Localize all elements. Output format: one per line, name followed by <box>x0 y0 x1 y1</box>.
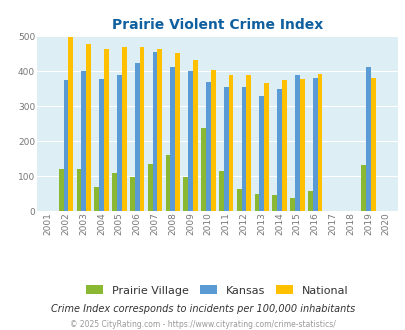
Bar <box>188 71 192 211</box>
Bar <box>290 198 294 211</box>
Bar <box>139 47 144 211</box>
Bar <box>281 80 286 211</box>
Bar <box>294 75 299 211</box>
Bar <box>134 63 139 211</box>
Bar <box>236 189 241 211</box>
Bar <box>254 194 259 211</box>
Bar <box>152 52 157 211</box>
Bar <box>317 74 322 211</box>
Bar <box>210 70 215 211</box>
Legend: Prairie Village, Kansas, National: Prairie Village, Kansas, National <box>82 281 352 300</box>
Bar <box>86 44 91 211</box>
Bar <box>63 80 68 211</box>
Title: Prairie Violent Crime Index: Prairie Violent Crime Index <box>111 18 322 32</box>
Bar <box>175 53 179 211</box>
Bar <box>259 96 264 211</box>
Bar <box>94 187 99 211</box>
Bar <box>68 37 73 211</box>
Bar <box>312 78 317 211</box>
Bar <box>360 165 365 211</box>
Bar <box>130 177 134 211</box>
Bar <box>122 47 126 211</box>
Bar <box>76 169 81 211</box>
Bar <box>117 75 121 211</box>
Bar <box>104 49 109 211</box>
Bar <box>81 71 86 211</box>
Bar <box>170 67 175 211</box>
Bar <box>99 79 104 211</box>
Bar <box>192 60 197 211</box>
Bar <box>246 75 251 211</box>
Bar <box>157 49 162 211</box>
Bar <box>205 82 210 211</box>
Bar <box>272 195 277 211</box>
Bar <box>370 78 375 211</box>
Bar <box>228 76 233 211</box>
Bar <box>218 171 223 211</box>
Text: © 2025 CityRating.com - https://www.cityrating.com/crime-statistics/: © 2025 CityRating.com - https://www.city… <box>70 319 335 329</box>
Bar <box>223 87 228 211</box>
Bar <box>183 177 188 211</box>
Text: Crime Index corresponds to incidents per 100,000 inhabitants: Crime Index corresponds to incidents per… <box>51 304 354 314</box>
Bar <box>277 89 281 211</box>
Bar <box>165 155 170 211</box>
Bar <box>200 128 205 211</box>
Bar <box>112 173 117 211</box>
Bar <box>241 87 246 211</box>
Bar <box>299 79 304 211</box>
Bar <box>147 164 152 211</box>
Bar <box>59 169 63 211</box>
Bar <box>365 67 370 211</box>
Bar <box>264 83 268 211</box>
Bar <box>307 191 312 211</box>
